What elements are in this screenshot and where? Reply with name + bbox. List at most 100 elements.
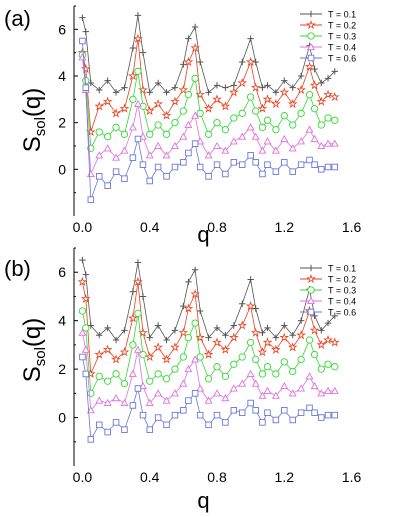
data-point <box>79 37 86 45</box>
data-point <box>154 163 162 171</box>
data-point <box>252 58 259 66</box>
data-point <box>317 389 326 397</box>
data-point <box>252 305 259 312</box>
data-point <box>258 146 267 154</box>
panel-label: (a) <box>4 6 31 31</box>
data-point <box>247 276 254 283</box>
data-point <box>86 169 95 178</box>
data-point <box>104 182 111 189</box>
data-point <box>213 324 221 332</box>
y-tick-label: 0 <box>58 161 66 177</box>
data-point <box>191 266 199 273</box>
data-point <box>133 99 142 108</box>
data-point <box>129 95 137 103</box>
data-point <box>139 132 147 140</box>
data-point <box>324 139 332 147</box>
data-point <box>203 103 214 113</box>
data-point <box>133 345 142 353</box>
data-point <box>121 175 128 182</box>
data-point <box>280 358 288 366</box>
data-point <box>191 140 199 147</box>
data-point <box>134 135 142 143</box>
data-point <box>154 389 163 397</box>
data-point <box>309 325 320 335</box>
data-point <box>229 384 238 392</box>
data-point <box>87 196 95 203</box>
y-axis-title: Ssol(q) <box>19 318 49 383</box>
y-tick-label: 2 <box>58 115 66 131</box>
data-point <box>205 173 212 180</box>
y-tick-label: 2 <box>58 361 66 377</box>
data-point <box>281 322 288 329</box>
data-point <box>230 159 238 166</box>
data-point <box>204 396 213 404</box>
data-point <box>112 89 120 96</box>
data-point <box>238 353 246 361</box>
data-point <box>305 125 314 133</box>
data-point <box>139 161 147 168</box>
data-point <box>205 89 212 96</box>
data-point <box>258 123 267 131</box>
data-point <box>146 177 153 185</box>
data-point <box>190 42 200 53</box>
data-point <box>252 159 259 166</box>
data-point <box>331 411 339 419</box>
data-point <box>297 384 306 392</box>
data-point <box>318 166 325 173</box>
data-point <box>229 137 238 145</box>
y-axis-title-sub: sol <box>32 347 49 366</box>
data-point <box>245 301 256 311</box>
series-line <box>82 260 336 341</box>
x-tick-label: 0.4 <box>140 469 160 485</box>
data-point <box>331 312 338 320</box>
data-point <box>272 334 280 341</box>
data-point <box>305 91 314 99</box>
data-point <box>180 302 187 310</box>
y-axis-title-tail: (q) <box>19 88 46 117</box>
data-point <box>190 288 200 299</box>
data-point <box>331 116 339 124</box>
data-point <box>180 159 187 166</box>
data-point <box>221 146 230 154</box>
data-point <box>316 96 327 106</box>
y-axis-title-main: S <box>19 136 46 152</box>
y-tick-label: 0 <box>58 410 66 426</box>
data-point <box>289 121 297 129</box>
data-point <box>324 75 332 82</box>
series-circle <box>78 51 339 152</box>
data-point <box>324 163 332 171</box>
legend-marker <box>307 286 315 294</box>
legend-label: T = 0.6 <box>328 54 356 64</box>
data-point <box>146 89 153 96</box>
data-point <box>317 141 326 150</box>
data-point <box>316 339 327 350</box>
data-point <box>162 151 171 159</box>
data-point <box>311 65 318 73</box>
data-point <box>112 419 120 426</box>
legend-marker <box>307 308 315 316</box>
data-point <box>179 107 188 115</box>
data-point <box>257 347 268 357</box>
data-point <box>95 421 103 429</box>
data-point <box>288 389 297 397</box>
data-point <box>281 407 288 414</box>
data-point <box>82 28 89 35</box>
data-point <box>272 370 280 378</box>
legend-marker <box>307 54 315 62</box>
series-plus <box>79 12 338 96</box>
data-point <box>180 407 187 414</box>
data-point <box>281 159 288 166</box>
data-point <box>203 349 214 359</box>
data-point <box>264 409 271 416</box>
data-point <box>279 87 290 97</box>
data-point <box>184 91 193 99</box>
data-point <box>323 89 333 99</box>
data-point <box>271 391 280 399</box>
data-point <box>196 109 204 117</box>
data-point <box>247 152 254 159</box>
data-point <box>246 338 255 347</box>
data-point <box>251 132 260 140</box>
data-point <box>103 133 112 141</box>
data-point <box>112 394 121 402</box>
data-point <box>318 79 325 87</box>
